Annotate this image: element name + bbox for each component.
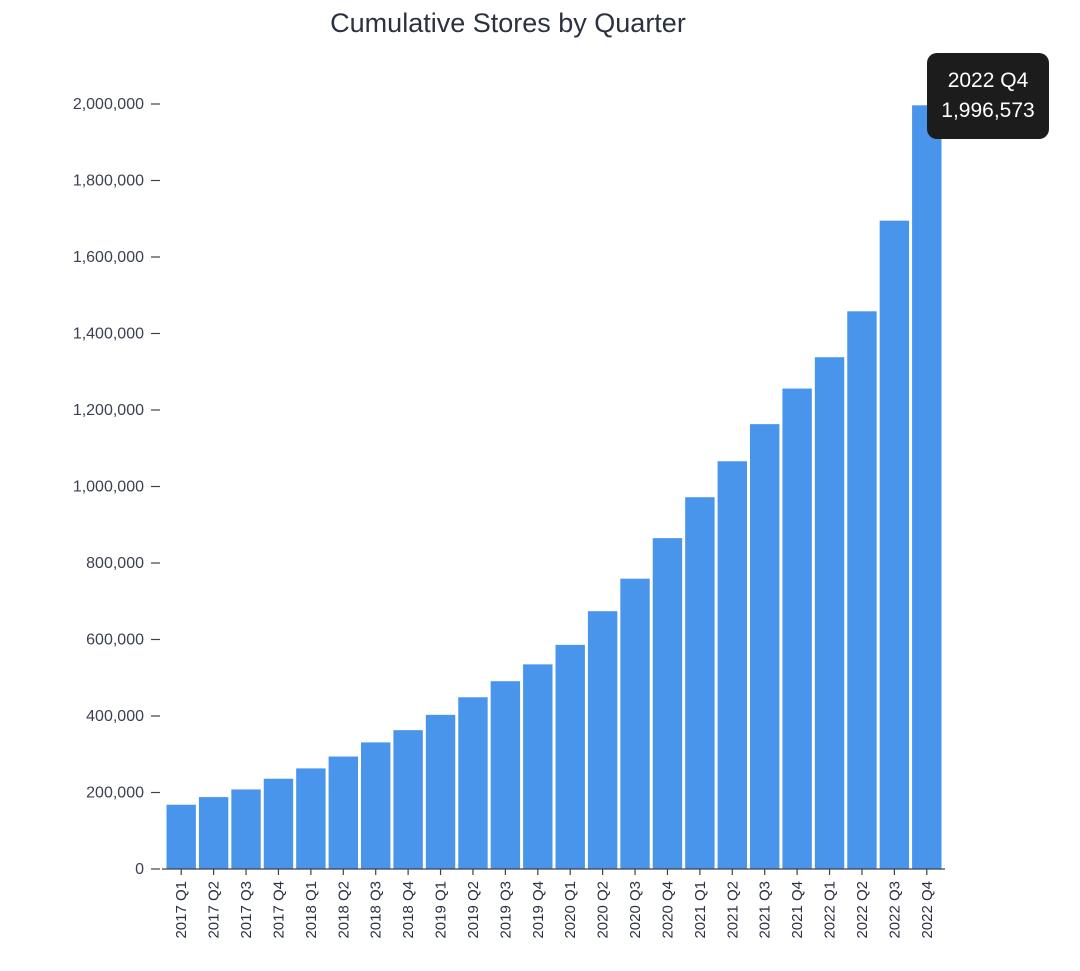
y-tick-label: 200,000 — [86, 785, 144, 802]
x-tick-label: 2020 Q4 — [659, 881, 676, 939]
bar — [490, 681, 521, 869]
x-tick-label: 2022 Q1 — [822, 881, 839, 939]
x-tick-label: 2019 Q2 — [465, 881, 482, 939]
bar — [847, 311, 877, 869]
x-tick-label: 2021 Q3 — [757, 881, 774, 939]
x-tick-label: 2017 Q3 — [238, 881, 255, 939]
x-tick-label: 2017 Q4 — [270, 881, 287, 939]
y-tick-label: 0 — [135, 861, 144, 878]
x-tick-label: 2017 Q2 — [206, 881, 223, 939]
x-tick-label: 2021 Q4 — [789, 881, 806, 939]
y-tick-label: 800,000 — [86, 555, 144, 572]
bars — [166, 105, 942, 870]
bar — [328, 756, 358, 869]
x-tick-label: 2018 Q1 — [303, 881, 320, 939]
x-axis: 2017 Q1 2017 Q2 2017 Q3 2017 Q4 2018 Q1 2018 … — [162, 868, 945, 939]
bar — [523, 664, 553, 869]
chart-title: Cumulative Stores by Quarter — [330, 8, 686, 38]
bar — [685, 497, 715, 869]
bar — [814, 357, 845, 869]
x-tick-label: 2018 Q3 — [368, 881, 385, 939]
bar — [555, 644, 585, 869]
bar — [425, 714, 456, 869]
bar — [296, 768, 326, 869]
x-tick-label: 2017 Q1 — [173, 881, 190, 939]
bar — [263, 778, 294, 869]
bar — [166, 804, 196, 869]
y-tick-label: 1,000,000 — [73, 479, 144, 496]
x-tick-label: 2021 Q1 — [692, 881, 709, 939]
x-tick-label: 2022 Q2 — [854, 881, 871, 939]
bar — [717, 461, 747, 869]
x-tick-label: 2021 Q2 — [724, 881, 741, 939]
x-tick-label: 2019 Q1 — [433, 881, 450, 939]
x-tick-label: 2022 Q3 — [886, 881, 903, 939]
x-tick-label: 2020 Q3 — [627, 881, 644, 939]
bar — [393, 730, 423, 869]
bar — [782, 388, 812, 869]
x-tick-label: 2020 Q1 — [562, 881, 579, 939]
y-axis: 0 200,000 400,000 600,000 800,000 1,000,000 1,… — [73, 96, 160, 878]
bar — [879, 220, 910, 870]
y-tick-label: 2,000,000 — [73, 96, 144, 113]
x-tick-label: 2019 Q4 — [530, 881, 547, 939]
y-tick-label: 400,000 — [86, 708, 144, 725]
y-tick-label: 600,000 — [86, 632, 144, 649]
bar — [198, 797, 229, 869]
bar — [912, 105, 942, 869]
y-tick-label: 1,600,000 — [73, 249, 144, 266]
tooltip-value: 1,996,573 — [941, 99, 1035, 122]
y-tick-label: 1,200,000 — [73, 402, 144, 419]
y-tick-label: 1,400,000 — [73, 326, 144, 343]
x-tick-label: 2018 Q2 — [335, 881, 352, 939]
bar — [361, 742, 391, 869]
bar — [587, 611, 618, 869]
x-tick-label: 2020 Q2 — [595, 881, 612, 939]
y-tick-label: 1,800,000 — [73, 173, 144, 190]
bar-tooltip: 2022 Q4 1,996,573 — [927, 53, 1049, 139]
bar — [750, 424, 780, 869]
x-tick-label: 2019 Q3 — [497, 881, 514, 939]
tooltip-category: 2022 Q4 — [947, 69, 1029, 92]
bar — [652, 538, 683, 869]
bar — [458, 697, 488, 869]
x-tick-label: 2022 Q4 — [919, 881, 936, 939]
bar — [620, 578, 650, 869]
x-tick-label: 2018 Q4 — [400, 881, 417, 939]
bar — [231, 789, 261, 869]
